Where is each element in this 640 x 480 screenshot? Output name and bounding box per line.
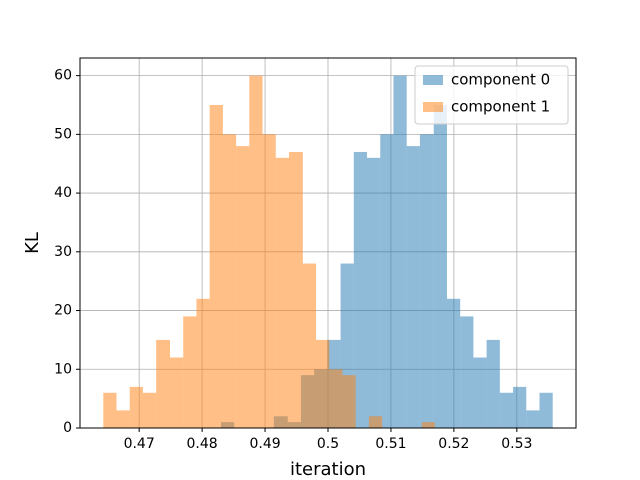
x-tick-label: 0.53 bbox=[501, 436, 532, 452]
y-tick-label: 20 bbox=[54, 303, 72, 319]
histogram-bar bbox=[129, 386, 143, 428]
legend-text: component 0 bbox=[451, 71, 550, 89]
y-tick-label: 60 bbox=[54, 68, 72, 84]
x-tick-label: 0.49 bbox=[249, 436, 280, 452]
histogram-bar bbox=[539, 392, 553, 428]
legend-box bbox=[414, 65, 569, 125]
histogram-bar bbox=[368, 416, 383, 428]
x-tick-label: 0.52 bbox=[438, 436, 469, 452]
histogram-bar bbox=[316, 339, 330, 428]
histogram-bar bbox=[433, 104, 447, 428]
histogram-bar bbox=[367, 157, 381, 429]
y-tick-label: 30 bbox=[54, 244, 72, 260]
histogram-bar bbox=[116, 410, 130, 428]
histogram-bar bbox=[526, 410, 540, 428]
y-tick-label: 10 bbox=[54, 361, 72, 377]
histogram-bar bbox=[302, 263, 317, 428]
histogram-bar bbox=[262, 134, 276, 428]
histogram-bar bbox=[329, 369, 343, 428]
histogram-bar bbox=[342, 375, 356, 428]
x-tick-label: 0.5 bbox=[317, 436, 339, 452]
histogram-bar bbox=[183, 316, 197, 428]
legend: component 0 component 1 bbox=[414, 65, 569, 125]
histogram-bar bbox=[446, 298, 461, 428]
histogram-bar bbox=[513, 386, 527, 428]
histogram-bar bbox=[288, 151, 303, 428]
histogram-bar bbox=[275, 157, 289, 429]
y-tick-label: 0 bbox=[63, 420, 72, 436]
histogram-bar bbox=[486, 339, 500, 428]
histogram-bar bbox=[222, 134, 237, 428]
histogram-bar bbox=[249, 75, 263, 428]
histogram-bar bbox=[236, 146, 250, 428]
histogram-bar bbox=[460, 316, 474, 428]
histogram-bar bbox=[353, 151, 368, 428]
histogram-bar bbox=[406, 146, 420, 428]
histogram-bar bbox=[209, 104, 223, 428]
histogram-bar bbox=[156, 339, 171, 428]
y-tick-label: 40 bbox=[54, 185, 72, 201]
x-tick-label: 0.51 bbox=[375, 436, 406, 452]
histogram-bar bbox=[473, 357, 487, 428]
histogram-bar bbox=[419, 134, 434, 428]
histogram-bar bbox=[421, 422, 436, 428]
histogram-bar bbox=[196, 298, 210, 428]
x-axis-label: iteration bbox=[290, 459, 366, 480]
histogram-bar bbox=[499, 392, 514, 428]
y-tick-label: 50 bbox=[54, 126, 72, 142]
bars bbox=[103, 75, 553, 429]
histogram-bar bbox=[380, 134, 394, 428]
legend-text: component 1 bbox=[451, 98, 550, 116]
legend-swatch bbox=[423, 75, 443, 85]
histogram-bar bbox=[103, 392, 117, 428]
x-tick-label: 0.47 bbox=[124, 436, 155, 452]
legend-swatch bbox=[423, 102, 443, 112]
histogram-bar bbox=[393, 75, 407, 428]
histogram-bar bbox=[142, 392, 157, 428]
x-tick-label: 0.48 bbox=[187, 436, 218, 452]
histogram-bar bbox=[170, 357, 184, 428]
y-axis-label: KL bbox=[22, 232, 43, 254]
